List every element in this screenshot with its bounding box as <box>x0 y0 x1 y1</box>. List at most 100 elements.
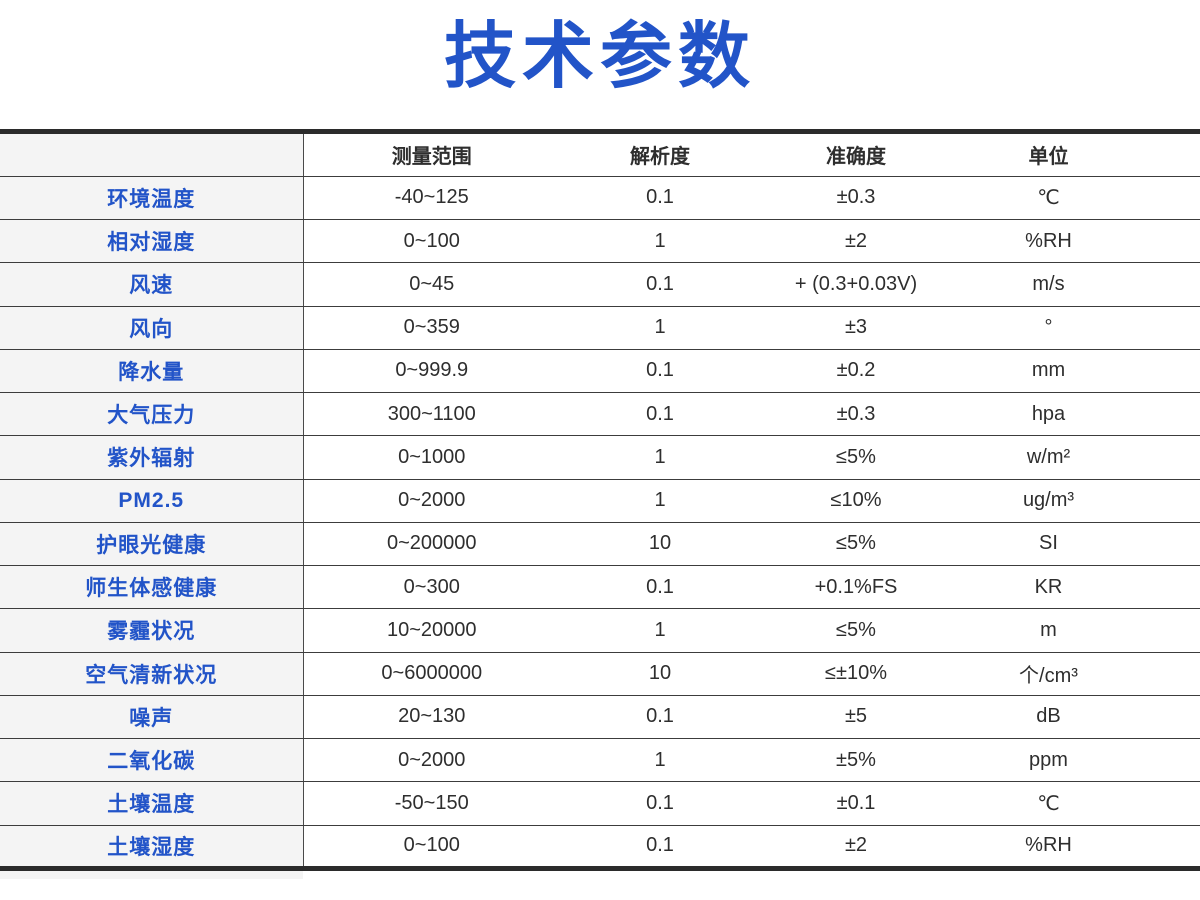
range-cell: 0~359 <box>303 306 560 350</box>
row-spacer-cell <box>1145 479 1200 523</box>
resolution-cell: 1 <box>560 608 760 653</box>
row-spacer-cell <box>1145 695 1200 740</box>
accuracy-cell: + (0.3+0.03V) <box>760 262 952 307</box>
table-row: 雾霾状况 10~20000 1 ≤5% m <box>0 608 1200 653</box>
unit-cell: dB <box>952 695 1145 740</box>
table-row: 降水量 0~999.9 0.1 ±0.2 mm <box>0 349 1200 394</box>
range-cell: 0~6000000 <box>303 652 560 696</box>
accuracy-cell: ±2 <box>760 219 952 264</box>
row-label: 相对湿度 <box>0 219 304 264</box>
row-spacer-cell <box>1145 435 1200 480</box>
unit-cell: %RH <box>952 825 1145 869</box>
resolution-cell: 0.1 <box>560 825 760 869</box>
row-spacer-cell <box>1145 176 1200 221</box>
row-label: 护眼光健康 <box>0 522 304 567</box>
range-cell: 0~200000 <box>303 522 560 567</box>
accuracy-cell: ≤10% <box>760 479 952 523</box>
table-row: 风速 0~45 0.1 + (0.3+0.03V) m/s <box>0 262 1200 307</box>
accuracy-cell: ≤5% <box>760 522 952 567</box>
range-cell: 0~1000 <box>303 435 560 480</box>
row-spacer-cell <box>1145 608 1200 653</box>
header-row: 测量范围 解析度 准确度 单位 <box>0 131 1200 177</box>
table-row: 师生体感健康 0~300 0.1 +0.1%FS KR <box>0 565 1200 610</box>
row-label: 土壤温度 <box>0 781 304 826</box>
column-header-unit: 单位 <box>952 131 1145 177</box>
unit-cell: KR <box>952 565 1145 610</box>
row-label: 师生体感健康 <box>0 565 304 610</box>
range-cell: 0~100 <box>303 219 560 264</box>
unit-cell: hpa <box>952 392 1145 437</box>
table-row: 紫外辐射 0~1000 1 ≤5% w/m² <box>0 435 1200 480</box>
row-label: 噪声 <box>0 695 304 740</box>
unit-cell: %RH <box>952 219 1145 264</box>
table-body: 环境温度 -40~125 0.1 ±0.3 ℃ 相对湿度 0~100 1 ±2 %RH 风速 0~45… <box>0 176 1200 869</box>
spec-table: 测量范围 解析度 准确度 单位 环境温度 -40~125 0.1 ±0.3 ℃ 相对湿度 0… <box>0 128 1200 871</box>
resolution-cell: 0.1 <box>560 392 760 437</box>
header-empty-cell <box>0 131 304 177</box>
range-cell: 0~300 <box>303 565 560 610</box>
table-row: 噪声 20~130 0.1 ±5 dB <box>0 695 1200 740</box>
resolution-cell: 1 <box>560 306 760 350</box>
resolution-cell: 0.1 <box>560 781 760 826</box>
table-row: 环境温度 -40~125 0.1 ±0.3 ℃ <box>0 176 1200 221</box>
page: 技术参数 测量范围 解析度 准确度 单位 环境温度 -40~125 0.1 ±0.3 ℃… <box>0 16 1200 900</box>
unit-cell: ug/m³ <box>952 479 1145 523</box>
unit-cell: ℃ <box>952 781 1145 826</box>
row-label: 降水量 <box>0 349 304 394</box>
row-label: PM2.5 <box>0 479 304 523</box>
column-header-accuracy: 准确度 <box>760 131 952 177</box>
resolution-cell: 0.1 <box>560 565 760 610</box>
accuracy-cell: ±2 <box>760 825 952 869</box>
table-row: 护眼光健康 0~200000 10 ≤5% SI <box>0 522 1200 567</box>
accuracy-cell: +0.1%FS <box>760 565 952 610</box>
resolution-cell: 0.1 <box>560 262 760 307</box>
row-spacer-cell <box>1145 392 1200 437</box>
unit-cell: w/m² <box>952 435 1145 480</box>
table-row: 土壤湿度 0~100 0.1 ±2 %RH <box>0 825 1200 869</box>
table-row: 相对湿度 0~100 1 ±2 %RH <box>0 219 1200 264</box>
range-cell: 0~100 <box>303 825 560 869</box>
unit-cell: m <box>952 608 1145 653</box>
row-spacer-cell <box>1145 522 1200 567</box>
resolution-cell: 1 <box>560 738 760 783</box>
row-label: 风速 <box>0 262 304 307</box>
resolution-cell: 1 <box>560 479 760 523</box>
row-label: 风向 <box>0 306 304 350</box>
accuracy-cell: ≤5% <box>760 608 952 653</box>
resolution-cell: 1 <box>560 219 760 264</box>
column-header-range: 测量范围 <box>303 131 560 177</box>
accuracy-cell: ±0.3 <box>760 176 952 221</box>
range-cell: 0~2000 <box>303 738 560 783</box>
table-row: 土壤温度 -50~150 0.1 ±0.1 ℃ <box>0 781 1200 826</box>
row-spacer-cell <box>1145 652 1200 696</box>
resolution-cell: 0.1 <box>560 349 760 394</box>
row-spacer-cell <box>1145 781 1200 826</box>
row-spacer-cell <box>1145 306 1200 350</box>
table-row: 大气压力 300~1100 0.1 ±0.3 hpa <box>0 392 1200 437</box>
resolution-cell: 0.1 <box>560 176 760 221</box>
label-column-tail <box>0 870 303 879</box>
unit-cell: ℃ <box>952 176 1145 221</box>
range-cell: -40~125 <box>303 176 560 221</box>
range-cell: 300~1100 <box>303 392 560 437</box>
range-cell: 10~20000 <box>303 608 560 653</box>
row-spacer-cell <box>1145 262 1200 307</box>
row-label: 大气压力 <box>0 392 304 437</box>
row-label: 紫外辐射 <box>0 435 304 480</box>
table-row: 风向 0~359 1 ±3 ° <box>0 306 1200 350</box>
range-cell: 0~2000 <box>303 479 560 523</box>
row-spacer-cell <box>1145 219 1200 264</box>
row-label: 二氧化碳 <box>0 738 304 783</box>
unit-cell: 个/cm³ <box>952 652 1145 696</box>
resolution-cell: 10 <box>560 652 760 696</box>
accuracy-cell: ±5% <box>760 738 952 783</box>
accuracy-cell: ≤5% <box>760 435 952 480</box>
row-spacer-cell <box>1145 565 1200 610</box>
range-cell: -50~150 <box>303 781 560 826</box>
table-row: 空气清新状况 0~6000000 10 ≤±10% 个/cm³ <box>0 652 1200 696</box>
row-label: 空气清新状况 <box>0 652 304 696</box>
table-row: 二氧化碳 0~2000 1 ±5% ppm <box>0 738 1200 783</box>
range-cell: 20~130 <box>303 695 560 740</box>
table-row: PM2.5 0~2000 1 ≤10% ug/m³ <box>0 479 1200 523</box>
resolution-cell: 0.1 <box>560 695 760 740</box>
